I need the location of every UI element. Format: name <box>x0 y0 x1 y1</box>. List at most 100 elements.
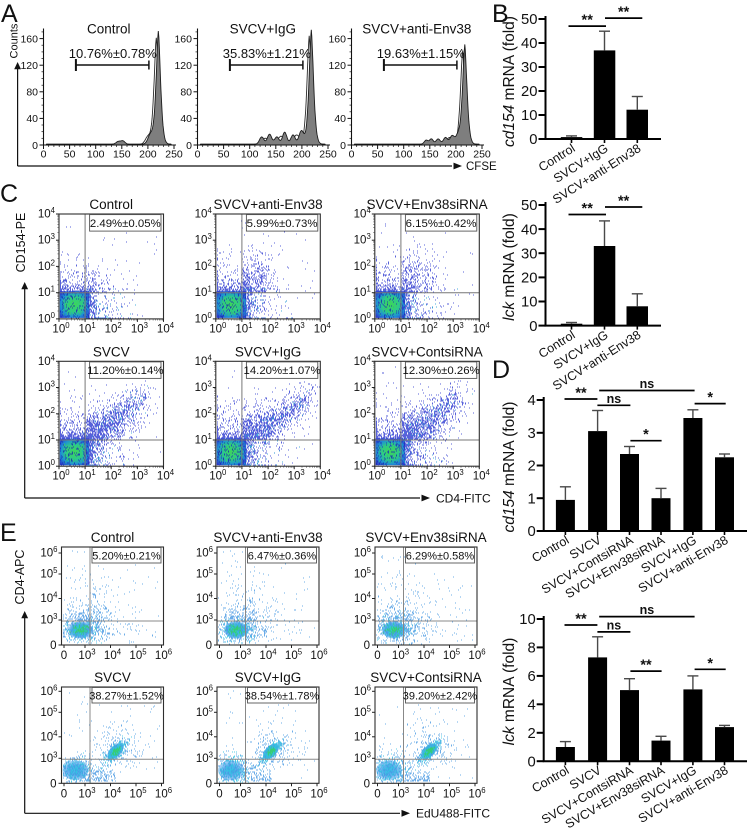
svg-text:100: 100 <box>38 458 56 473</box>
svg-text:38.27%±1.52%: 38.27%±1.52% <box>89 691 164 703</box>
svg-text:104: 104 <box>314 468 332 483</box>
svg-text:102: 102 <box>38 406 55 421</box>
svg-text:103: 103 <box>447 468 464 483</box>
svg-text:ns: ns <box>640 603 655 617</box>
svg-text:100: 100 <box>195 458 213 473</box>
svg-text:104: 104 <box>259 786 277 801</box>
svg-text:SVCV+anti-Env38: SVCV+anti-Env38 <box>362 22 471 37</box>
svg-text:104: 104 <box>195 353 213 368</box>
svg-text:102: 102 <box>421 321 438 336</box>
svg-text:50: 50 <box>521 12 537 28</box>
svg-text:0: 0 <box>364 640 370 652</box>
svg-text:4: 4 <box>527 393 535 409</box>
svg-text:104: 104 <box>196 729 214 744</box>
svg-text:**: ** <box>618 5 630 21</box>
svg-text:3: 3 <box>527 426 535 442</box>
svg-text:*: * <box>707 656 713 672</box>
svg-text:103: 103 <box>195 380 212 395</box>
svg-text:40: 40 <box>521 222 537 238</box>
svg-text:250: 250 <box>473 149 491 161</box>
svg-text:SVCV: SVCV <box>93 344 130 359</box>
svg-text:40: 40 <box>521 36 537 52</box>
svg-text:104: 104 <box>314 321 332 336</box>
svg-text:106: 106 <box>196 545 213 560</box>
svg-text:CD4-FITC: CD4-FITC <box>436 491 491 505</box>
svg-text:ns: ns <box>607 618 622 632</box>
svg-text:ns: ns <box>607 392 622 406</box>
svg-text:**: ** <box>618 194 630 210</box>
svg-text:102: 102 <box>421 468 438 483</box>
svg-text:100: 100 <box>52 468 70 483</box>
svg-text:0: 0 <box>374 788 380 800</box>
svg-text:10: 10 <box>521 295 537 311</box>
svg-text:E: E <box>0 519 17 547</box>
svg-text:0: 0 <box>41 149 47 161</box>
svg-text:0: 0 <box>50 640 56 652</box>
svg-text:106: 106 <box>468 786 485 801</box>
svg-text:SVCV+ContsiRNA: SVCV+ContsiRNA <box>370 670 481 685</box>
svg-text:SVCV+anti-Env38: SVCV+anti-Env38 <box>213 530 322 545</box>
svg-text:12.30%±0.26%: 12.30%±0.26% <box>403 365 480 377</box>
svg-text:39.20%±2.42%: 39.20%±2.42% <box>403 691 478 703</box>
svg-text:102: 102 <box>195 406 212 421</box>
svg-text:103: 103 <box>288 468 305 483</box>
svg-text:cd154 mRNA (fold): cd154 mRNA (fold) <box>501 402 518 533</box>
svg-text:105: 105 <box>196 566 214 581</box>
svg-text:100: 100 <box>52 321 70 336</box>
svg-text:SVCV+IgG: SVCV+IgG <box>235 344 301 359</box>
svg-text:103: 103 <box>40 612 57 627</box>
svg-text:250: 250 <box>165 149 183 161</box>
svg-text:101: 101 <box>394 321 411 336</box>
svg-text:40: 40 <box>334 113 346 125</box>
svg-text:103: 103 <box>234 786 251 801</box>
svg-text:105: 105 <box>354 566 372 581</box>
svg-text:104: 104 <box>196 591 214 606</box>
svg-text:0: 0 <box>186 140 192 152</box>
svg-text:50: 50 <box>372 149 384 161</box>
svg-text:2: 2 <box>527 726 535 742</box>
svg-text:0: 0 <box>527 754 535 770</box>
svg-text:*: * <box>707 390 713 406</box>
svg-text:102: 102 <box>105 468 122 483</box>
svg-text:0: 0 <box>374 650 380 662</box>
svg-text:101: 101 <box>195 285 212 300</box>
svg-text:103: 103 <box>392 648 409 663</box>
svg-text:2.49%±0.05%: 2.49%±0.05% <box>90 218 161 230</box>
svg-text:10: 10 <box>519 612 535 628</box>
svg-text:5.20%±0.21%: 5.20%±0.21% <box>92 551 161 563</box>
svg-text:106: 106 <box>468 648 485 663</box>
svg-text:150: 150 <box>267 149 285 161</box>
svg-text:103: 103 <box>447 321 464 336</box>
svg-text:8: 8 <box>527 641 535 657</box>
svg-text:105: 105 <box>129 786 147 801</box>
svg-text:104: 104 <box>157 468 175 483</box>
svg-text:100: 100 <box>209 468 227 483</box>
svg-text:105: 105 <box>196 704 214 719</box>
svg-text:Control: Control <box>89 197 133 212</box>
svg-text:0: 0 <box>32 140 38 152</box>
svg-text:cd154 mRNA (fold): cd154 mRNA (fold) <box>501 16 518 147</box>
svg-text:103: 103 <box>354 380 371 395</box>
svg-text:120: 120 <box>174 60 192 72</box>
svg-text:50: 50 <box>521 198 537 214</box>
svg-text:106: 106 <box>196 683 213 698</box>
svg-text:104: 104 <box>104 786 122 801</box>
svg-text:80: 80 <box>180 87 192 99</box>
svg-text:SVCV+IgG: SVCV+IgG <box>230 22 296 37</box>
svg-text:11.20%±0.14%: 11.20%±0.14% <box>87 365 163 377</box>
svg-text:20: 20 <box>521 84 537 100</box>
svg-text:103: 103 <box>288 321 305 336</box>
svg-text:50: 50 <box>218 149 230 161</box>
svg-text:102: 102 <box>354 258 371 273</box>
svg-text:C: C <box>0 180 18 208</box>
svg-text:106: 106 <box>155 648 172 663</box>
svg-text:160: 160 <box>20 33 38 45</box>
svg-text:100: 100 <box>368 468 386 483</box>
svg-text:0: 0 <box>364 778 370 790</box>
svg-text:103: 103 <box>38 232 55 247</box>
svg-text:0: 0 <box>349 149 355 161</box>
svg-text:ns: ns <box>640 377 655 391</box>
svg-text:0: 0 <box>529 319 537 335</box>
svg-text:101: 101 <box>79 468 96 483</box>
svg-text:150: 150 <box>421 149 439 161</box>
